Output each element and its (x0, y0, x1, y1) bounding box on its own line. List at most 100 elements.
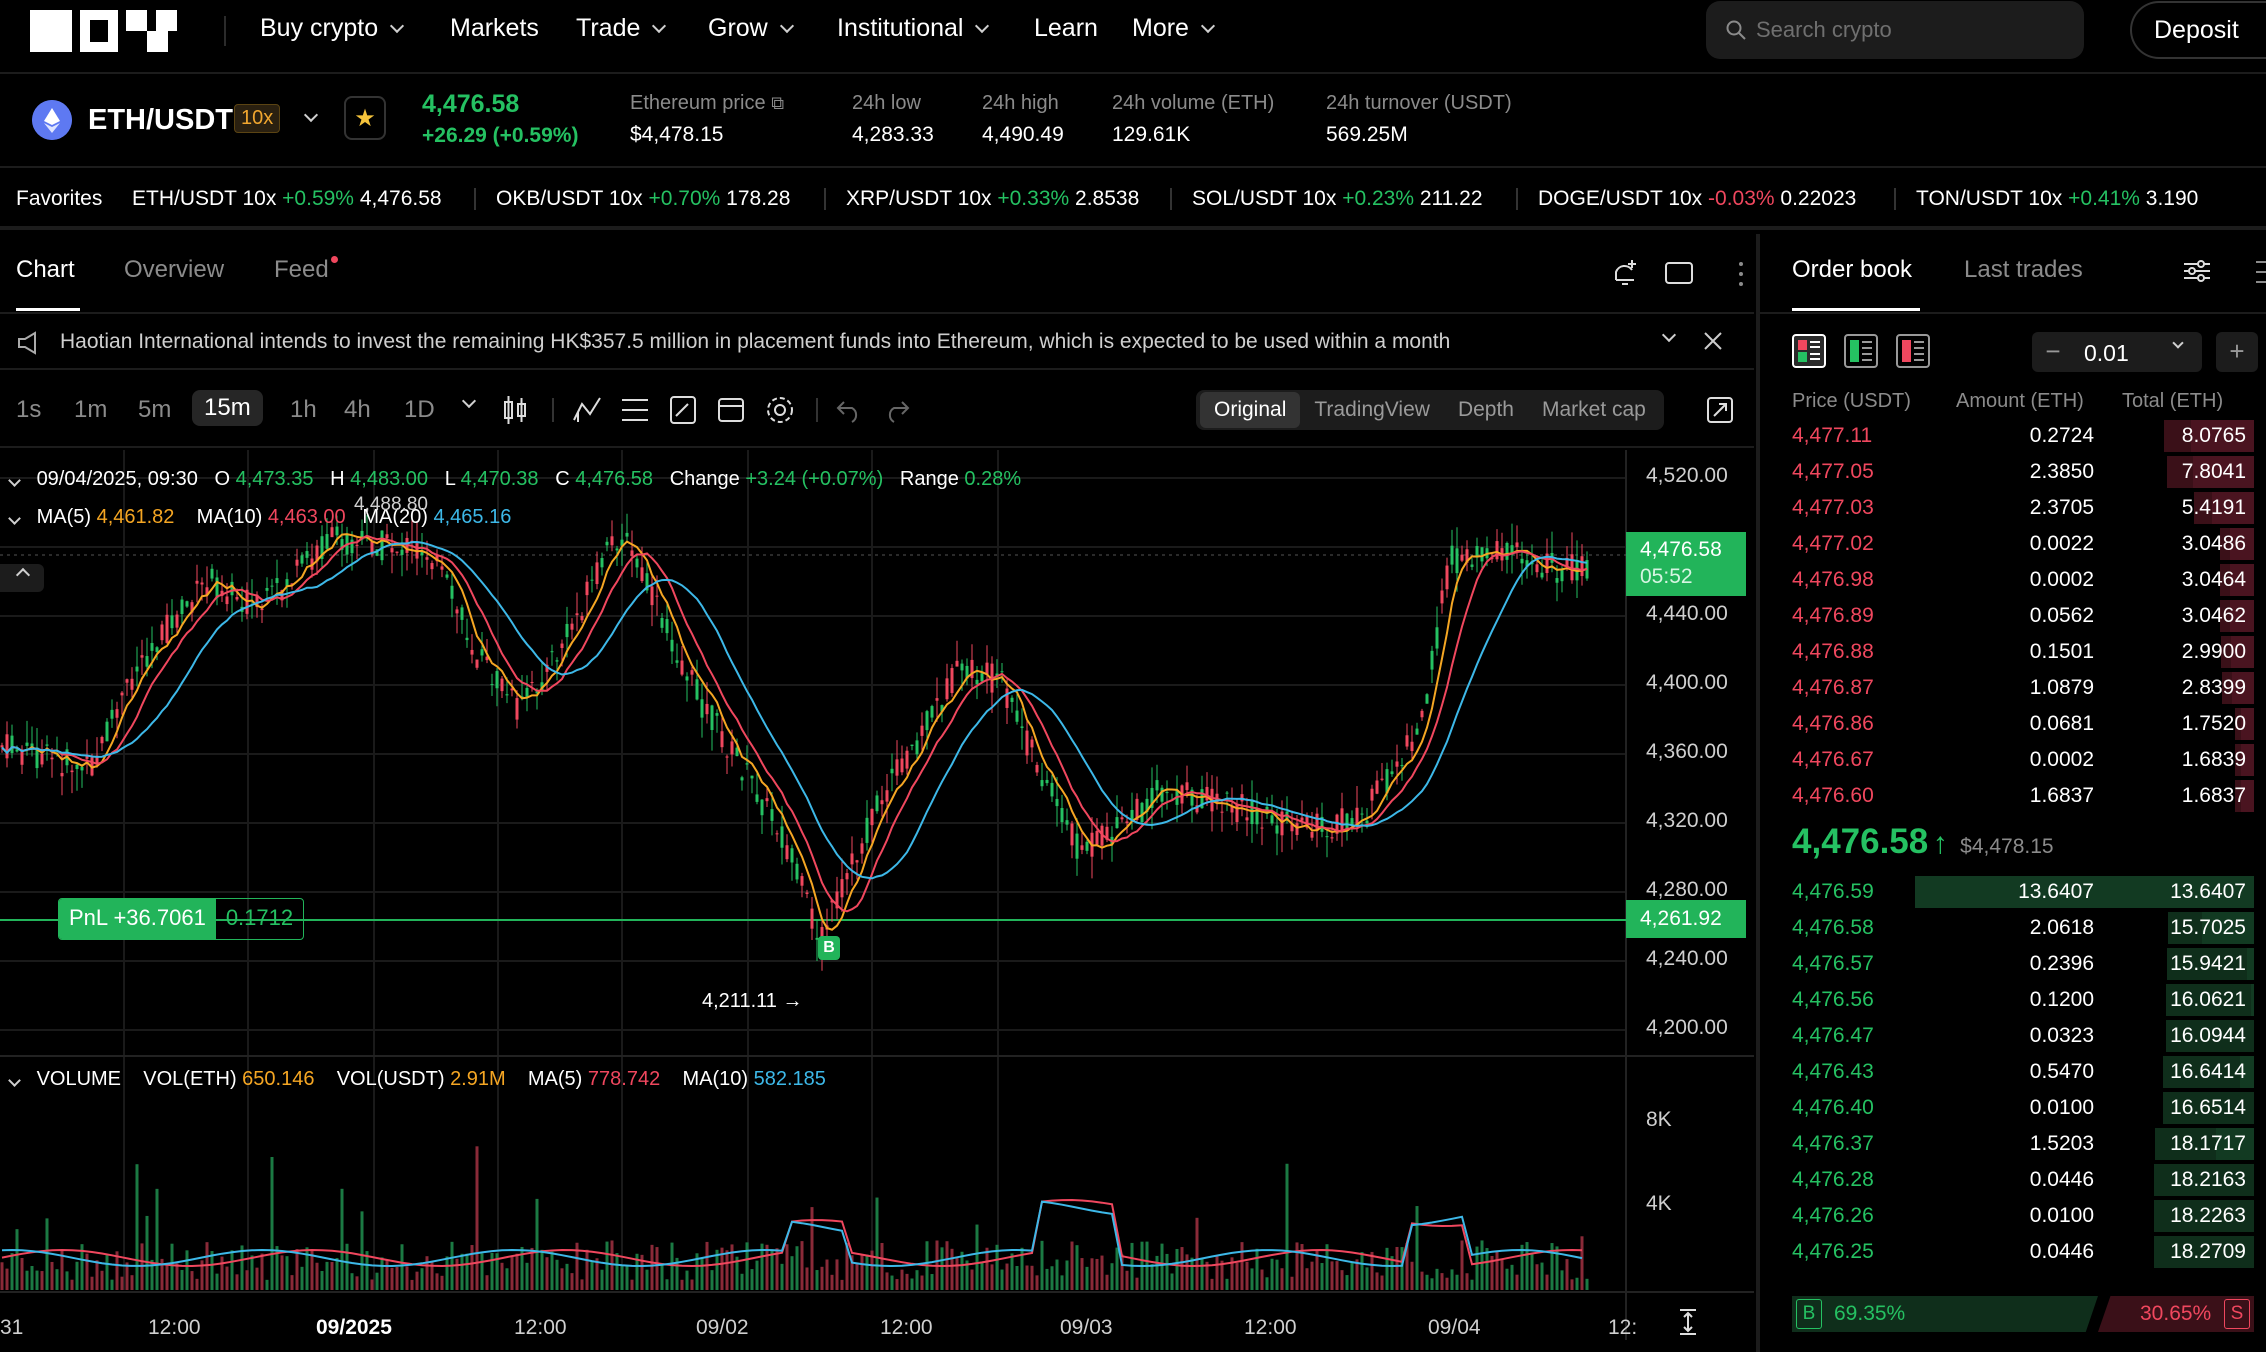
window-icon[interactable] (1664, 260, 1694, 286)
bid-row[interactable]: 4,476.37 1.5203 18.1717 (1760, 1126, 2254, 1162)
pnl-label[interactable]: PnL +36.7061 0.1712 (58, 898, 305, 940)
indicators-icon[interactable] (572, 394, 602, 426)
volume-bar (545, 1257, 549, 1290)
ask-row[interactable]: 4,476.89 0.0562 3.0462 (1760, 598, 2254, 634)
bid-row[interactable]: 4,476.28 0.0446 18.2163 (1760, 1162, 2254, 1198)
expand-news-icon[interactable] (1661, 327, 1677, 343)
candle-body (390, 548, 394, 553)
news-text[interactable]: Haotian International intends to invest … (60, 330, 1451, 353)
collapse-icon[interactable] (8, 1074, 21, 1087)
view-asks-icon[interactable] (1896, 334, 1930, 368)
chart-area[interactable]: 09/04/2025, 09:30 O 4,473.35 H 4,483.00 … (0, 450, 1754, 1352)
settings-gear-icon[interactable] (764, 394, 796, 426)
search-input[interactable]: Search crypto (1706, 1, 2084, 59)
favorite-item[interactable]: SOL/USDT 10x +0.23% 211.22 (1192, 187, 1483, 211)
view-both-icon[interactable] (1792, 334, 1826, 368)
filter-settings-icon[interactable] (2182, 256, 2212, 286)
ask-row[interactable]: 4,477.05 2.3850 7.8041 (1760, 454, 2254, 490)
collapse-legend-button[interactable] (0, 564, 44, 592)
increase-precision-button[interactable]: + (2216, 332, 2258, 372)
timeframe-4h[interactable]: 4h (344, 396, 371, 423)
candlestick-chart[interactable] (0, 450, 1754, 1352)
favorite-star-button[interactable]: ★ (344, 96, 386, 140)
tab-feed[interactable]: Feed (274, 256, 329, 283)
buy-marker[interactable]: B (818, 936, 840, 960)
bid-row[interactable]: 4,476.43 0.5470 16.6414 (1760, 1054, 2254, 1090)
favorite-item[interactable]: OKB/USDT 10x +0.70% 178.28 (496, 187, 790, 211)
drawing-tools-icon[interactable] (668, 394, 698, 426)
tab-order-book[interactable]: Order book (1792, 256, 1913, 283)
collapse-icon[interactable] (8, 474, 21, 487)
more-options-icon[interactable] (1734, 260, 1748, 288)
reset-scale-icon[interactable] (1676, 1308, 1700, 1336)
favorite-item[interactable]: XRP/USDT 10x +0.33% 2.8538 (846, 187, 1139, 211)
ask-row[interactable]: 4,477.11 0.2724 8.0765 (1760, 418, 2254, 454)
timeframe-1m[interactable]: 1m (74, 396, 108, 423)
nav-grow[interactable]: Grow (708, 14, 794, 43)
pair-dropdown-icon[interactable] (303, 107, 319, 123)
timeframe-15m[interactable]: 15m (192, 390, 263, 426)
candle-body (1395, 761, 1399, 767)
ask-row[interactable]: 4,476.98 0.0002 3.0464 (1760, 562, 2254, 598)
news-banner[interactable]: Haotian International intends to invest … (0, 316, 1754, 370)
order-price: 4,476.40 (1792, 1096, 1874, 1119)
more-options-icon[interactable] (2254, 258, 2266, 286)
view-market-cap[interactable]: Market cap (1541, 398, 1646, 421)
bid-row[interactable]: 4,476.59 13.6407 13.6407 (1760, 874, 2254, 910)
nav-learn[interactable]: Learn (1034, 14, 1098, 42)
candlestick-type-icon[interactable] (500, 394, 530, 426)
okx-logo[interactable] (30, 10, 178, 54)
template-icon[interactable] (716, 394, 746, 426)
precision-dropdown-icon[interactable] (2172, 337, 2184, 349)
precision-value[interactable]: 0.01 (2084, 340, 2129, 366)
bid-row[interactable]: 4,476.57 0.2396 15.9421 (1760, 946, 2254, 982)
collapse-icon[interactable] (8, 512, 21, 525)
price-alert-icon[interactable] (1610, 258, 1640, 288)
list-icon[interactable] (620, 396, 650, 424)
nav-trade[interactable]: Trade (576, 14, 667, 43)
view-bids-icon[interactable] (1844, 334, 1878, 368)
view-tradingview[interactable]: TradingView (1314, 398, 1430, 421)
ask-row[interactable]: 4,477.03 2.3705 5.4191 (1760, 490, 2254, 526)
volume-bar (505, 1268, 509, 1290)
ethereum-icon (32, 100, 72, 140)
timeframe-1s[interactable]: 1s (16, 396, 42, 423)
undo-icon[interactable] (834, 396, 864, 424)
ask-row[interactable]: 4,476.60 1.6837 1.6837 (1760, 778, 2254, 814)
bid-row[interactable]: 4,476.56 0.1200 16.0621 (1760, 982, 2254, 1018)
bid-row[interactable]: 4,476.40 0.0100 16.6514 (1760, 1090, 2254, 1126)
bid-row[interactable]: 4,476.26 0.0100 18.2263 (1760, 1198, 2254, 1234)
pair-name[interactable]: ETH/USDT (88, 104, 233, 136)
volume-bar (280, 1255, 284, 1290)
tab-chart[interactable]: Chart (16, 256, 75, 283)
tab-last-trades[interactable]: Last trades (1964, 256, 2083, 283)
ask-row[interactable]: 4,476.87 1.0879 2.8399 (1760, 670, 2254, 706)
stat-ethereum-price[interactable]: Ethereum price ⧉ $4,478.15 (630, 92, 785, 146)
ask-row[interactable]: 4,477.02 0.0022 3.0486 (1760, 526, 2254, 562)
ask-row[interactable]: 4,476.88 0.1501 2.9900 (1760, 634, 2254, 670)
ask-row[interactable]: 4,476.67 0.0002 1.6839 (1760, 742, 2254, 778)
decrease-precision-button[interactable]: − (2045, 336, 2061, 366)
bid-row[interactable]: 4,476.47 0.0323 16.0944 (1760, 1018, 2254, 1054)
close-icon[interactable] (1702, 330, 1724, 352)
redo-icon[interactable] (882, 396, 912, 424)
bid-row[interactable]: 4,476.25 0.0446 18.2709 (1760, 1234, 2254, 1270)
ask-row[interactable]: 4,476.86 0.0681 1.7520 (1760, 706, 2254, 742)
nav-institutional[interactable]: Institutional (837, 14, 990, 43)
bid-row[interactable]: 4,476.58 2.0618 15.7025 (1760, 910, 2254, 946)
nav-buy-crypto[interactable]: Buy crypto (260, 14, 405, 43)
view-depth[interactable]: Depth (1457, 398, 1514, 421)
tab-overview[interactable]: Overview (124, 256, 225, 283)
deposit-button[interactable]: Deposit (2130, 1, 2266, 59)
view-original[interactable]: Original (1200, 392, 1301, 428)
favorite-item[interactable]: DOGE/USDT 10x -0.03% 0.22023 (1538, 187, 1856, 211)
timeframe-dropdown-icon[interactable] (461, 393, 477, 409)
fullscreen-icon[interactable] (1706, 396, 1734, 424)
nav-more[interactable]: More (1132, 14, 1216, 43)
timeframe-5m[interactable]: 5m (138, 396, 172, 423)
timeframe-1D[interactable]: 1D (404, 396, 435, 423)
favorite-item[interactable]: TON/USDT 10x +0.41% 3.190 (1916, 187, 2198, 211)
favorite-item[interactable]: ETH/USDT 10x +0.59% 4,476.58 (132, 187, 442, 211)
nav-markets[interactable]: Markets (450, 14, 539, 42)
timeframe-1h[interactable]: 1h (290, 396, 317, 423)
